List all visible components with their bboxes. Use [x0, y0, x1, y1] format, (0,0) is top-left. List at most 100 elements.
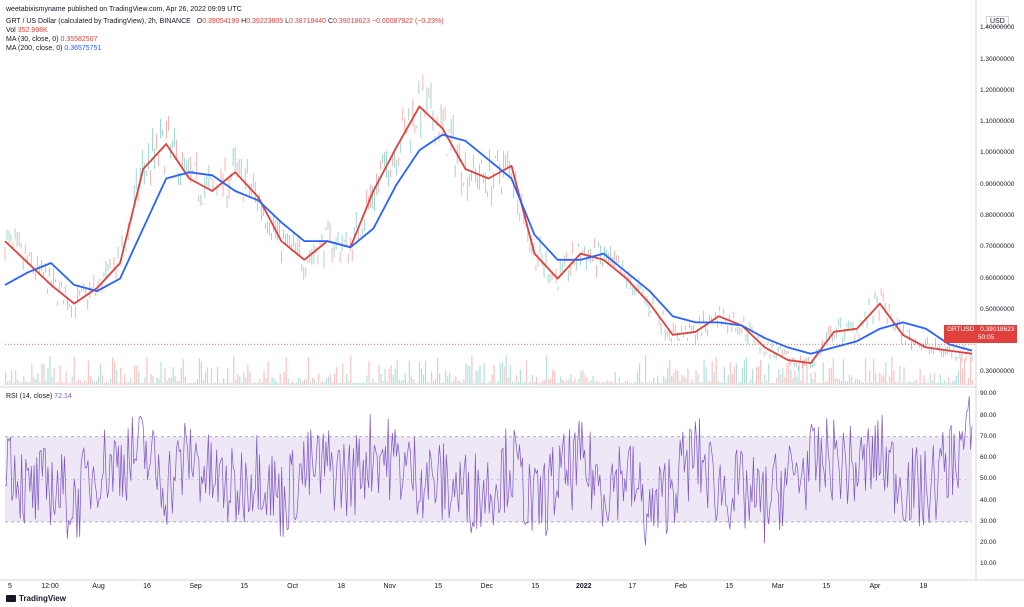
time-tick: 15 — [725, 583, 734, 590]
volume-bar — [109, 378, 112, 385]
volume-bar — [715, 356, 717, 385]
volume-bar — [477, 370, 479, 385]
volume-bar — [685, 377, 687, 385]
volume-bar — [459, 381, 461, 385]
volume-bar — [751, 369, 754, 385]
volume-bar — [378, 365, 380, 385]
volume-bar — [941, 382, 943, 385]
volume-bar — [620, 382, 622, 385]
volume-bar — [142, 382, 144, 385]
volume-bar — [386, 381, 388, 385]
volume-bar — [669, 359, 671, 385]
volume-bar — [776, 377, 778, 385]
tradingview-logo[interactable]: TradingView — [6, 594, 66, 603]
volume-bar — [332, 382, 334, 385]
volume-bar — [392, 374, 394, 385]
volume-bar — [509, 365, 511, 385]
volume-bar — [590, 380, 592, 385]
volume-bar — [867, 382, 869, 385]
volume-bar — [550, 379, 552, 385]
currency-button[interactable]: USD — [986, 16, 1009, 27]
volume-bar — [297, 377, 299, 385]
volume-bar — [630, 382, 633, 385]
volume-bar — [788, 357, 790, 385]
volume-bar — [396, 360, 398, 385]
time-tick: 15 — [434, 583, 443, 590]
volume-bar — [729, 362, 731, 385]
volume-bar — [737, 382, 740, 385]
volume-bar — [731, 373, 733, 385]
ma30-value: 0.35582507 — [60, 36, 98, 43]
volume-bar — [346, 373, 348, 385]
volume-bar — [202, 380, 205, 385]
volume-bar — [634, 382, 637, 385]
volume-bar — [719, 382, 721, 385]
volume-bar — [826, 381, 828, 385]
volume-bar — [416, 382, 419, 385]
volume-bar — [663, 375, 665, 385]
volume-bar — [798, 360, 800, 385]
ma200-legend: MA (200, close, 0) 0.36575751 — [6, 44, 101, 53]
volume-bar — [578, 378, 580, 385]
volume-bar — [531, 375, 534, 385]
volume-bar — [243, 372, 245, 385]
volume-bar — [562, 379, 564, 385]
volume-bar — [840, 380, 842, 385]
volume-bar — [533, 382, 536, 385]
volume-bar — [176, 381, 178, 385]
volume-bar — [503, 366, 505, 385]
volume-bar — [128, 381, 130, 385]
volume-bar — [25, 381, 27, 385]
rsi-tick: 40.00 — [980, 496, 997, 504]
volume-bar — [646, 382, 649, 385]
low-label: L — [285, 18, 290, 25]
volume-bar — [233, 356, 235, 385]
volume-bar — [289, 382, 291, 385]
volume-bar — [487, 382, 489, 385]
volume-bar — [101, 375, 104, 385]
volume-bar — [75, 382, 77, 385]
volume-bar — [455, 375, 457, 385]
volume-bar — [541, 380, 544, 385]
volume-bar — [132, 382, 134, 385]
volume-bar — [95, 380, 98, 385]
volume-bar — [929, 373, 931, 385]
volume-bar — [505, 355, 507, 385]
volume-bar — [947, 377, 949, 385]
volume-bar — [967, 377, 970, 385]
volume-bar — [13, 382, 15, 385]
volume-legend: Vol 352.998K — [6, 26, 48, 35]
volume-bar — [277, 382, 279, 385]
volume-bar — [49, 356, 51, 385]
volume-bar — [539, 383, 542, 385]
volume-bar — [188, 382, 190, 385]
volume-bar — [261, 382, 263, 385]
time-tick: Dec — [480, 583, 493, 590]
volume-bar — [227, 368, 229, 385]
volume-bar — [580, 371, 582, 385]
volume-bar — [380, 374, 382, 385]
volume-bar — [628, 382, 631, 385]
volume-bar — [515, 375, 517, 385]
volume-bar — [325, 378, 328, 385]
volume-bar — [281, 382, 283, 385]
volume-bar — [323, 382, 326, 385]
time-tick: 15 — [822, 583, 831, 590]
volume-bar — [190, 382, 192, 385]
volume-bar — [321, 380, 324, 385]
volume-bar — [491, 374, 493, 385]
volume-bar — [885, 361, 887, 385]
volume-bar — [699, 382, 701, 385]
volume-bar — [844, 380, 847, 385]
volume-bar — [83, 380, 85, 385]
volume-bar — [309, 382, 312, 385]
volume-bar — [951, 381, 954, 385]
volume-bar — [354, 382, 356, 385]
volume-bar — [972, 379, 974, 385]
volume-bar — [362, 382, 364, 385]
volume-bar — [612, 382, 614, 385]
volume-bar — [263, 369, 265, 385]
volume-bar — [178, 380, 180, 385]
volume-bar — [114, 361, 116, 385]
